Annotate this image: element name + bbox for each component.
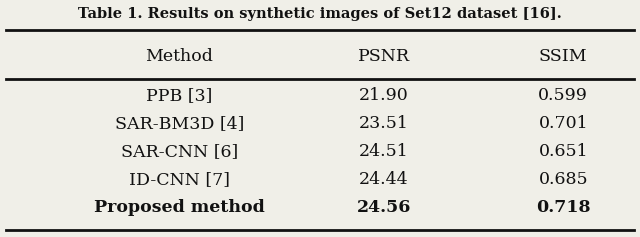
- Text: 0.651: 0.651: [538, 143, 588, 160]
- Text: 24.51: 24.51: [359, 143, 409, 160]
- Text: Table 1. Results on synthetic images of Set12 dataset [16].: Table 1. Results on synthetic images of …: [78, 7, 562, 21]
- Text: 0.685: 0.685: [538, 171, 588, 188]
- Text: SAR-BM3D [4]: SAR-BM3D [4]: [115, 115, 244, 132]
- Text: SAR-CNN [6]: SAR-CNN [6]: [120, 143, 238, 160]
- Text: SSIM: SSIM: [539, 48, 588, 65]
- Text: 0.599: 0.599: [538, 87, 588, 105]
- Text: 0.701: 0.701: [538, 115, 588, 132]
- Text: 21.90: 21.90: [359, 87, 409, 105]
- Text: 0.718: 0.718: [536, 199, 591, 216]
- Text: PSNR: PSNR: [358, 48, 410, 65]
- Text: Proposed method: Proposed method: [94, 199, 264, 216]
- Text: 24.56: 24.56: [357, 199, 411, 216]
- Text: 24.44: 24.44: [359, 171, 409, 188]
- Text: 23.51: 23.51: [359, 115, 409, 132]
- Text: PPB [3]: PPB [3]: [146, 87, 212, 105]
- Text: ID-CNN [7]: ID-CNN [7]: [129, 171, 230, 188]
- Text: Method: Method: [145, 48, 213, 65]
